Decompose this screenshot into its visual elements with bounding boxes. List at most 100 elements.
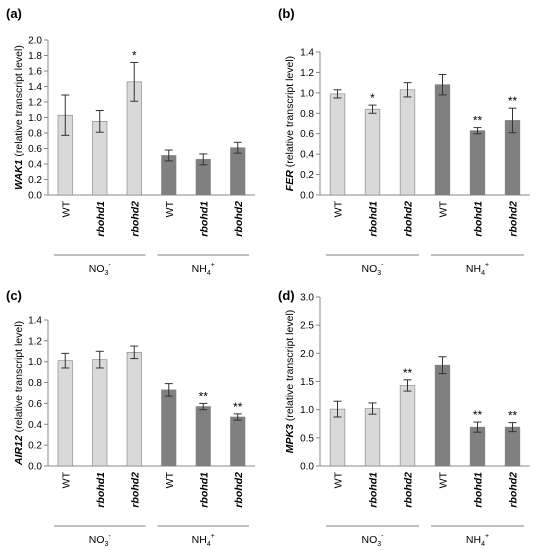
group-label: NO3- <box>89 262 112 277</box>
group-label: NH4+ <box>466 533 489 548</box>
significance-marker: ** <box>508 409 518 423</box>
y-axis-gene-name: AIR12 <box>13 435 25 466</box>
y-tick-label: 0.5 <box>300 433 314 444</box>
y-tick-label: 1.2 <box>28 336 42 347</box>
bar-1 <box>329 93 346 196</box>
category-label: rbohd1 <box>95 201 107 237</box>
group-label-base: NO <box>362 263 378 275</box>
category-label: rbohd2 <box>233 472 245 508</box>
category-label: rbohd2 <box>403 201 415 237</box>
bar-4 <box>161 389 177 467</box>
y-tick-label: 0.4 <box>28 420 42 431</box>
group-label-base: NH <box>466 263 481 275</box>
y-axis-title: WAK1 (relative transcript level) <box>13 45 25 190</box>
y-axis-title: AIR12 (relative transcript level) <box>13 321 25 466</box>
bar-2 <box>364 408 381 467</box>
significance-marker: * <box>370 91 375 105</box>
bar-6 <box>504 426 521 467</box>
bar-5 <box>195 406 211 467</box>
y-axis-unit: (relative transcript level) <box>13 321 25 435</box>
y-tick-label: 0.8 <box>300 109 314 120</box>
category-label: rbohd2 <box>129 201 141 237</box>
chart-panel-1: (a)0.00.20.40.60.81.01.21.41.61.82.0WAK1… <box>6 6 255 277</box>
category-label: WT <box>438 200 450 217</box>
group-label-superscript: + <box>485 533 489 540</box>
significance-marker: ** <box>403 366 413 380</box>
group-label-subscript: 4 <box>481 270 485 277</box>
y-tick-label: 1.6 <box>28 67 42 78</box>
y-tick-label: 1.0 <box>300 405 314 416</box>
y-tick-label: 0.6 <box>28 399 42 410</box>
y-tick-label: 0.8 <box>28 378 42 389</box>
group-label-base: NO <box>89 534 105 546</box>
bar-6 <box>230 416 246 467</box>
significance-marker: ** <box>473 114 483 128</box>
group-label-subscript: 3 <box>377 541 381 548</box>
group-label-superscript: - <box>108 533 111 540</box>
y-tick-label: 1.2 <box>28 98 42 109</box>
bar-4 <box>434 84 451 196</box>
group-label-superscript: - <box>108 262 111 269</box>
y-axis-title: MPK3 (relative transcript level) <box>284 310 296 454</box>
y-tick-label: 0.6 <box>28 144 42 155</box>
group-label-base: NH <box>192 263 207 275</box>
panel-label: (a) <box>6 6 22 21</box>
y-tick-label: 0.8 <box>28 129 42 140</box>
category-label: rbohd2 <box>233 201 245 237</box>
group-label-subscript: 3 <box>377 270 381 277</box>
category-label: WT <box>438 471 450 488</box>
y-tick-label: 2.5 <box>300 321 314 332</box>
category-label: rbohd1 <box>368 201 380 237</box>
y-tick-label: 0.2 <box>28 441 42 452</box>
y-tick-label: 0.2 <box>28 175 42 186</box>
bar-3 <box>399 89 416 196</box>
category-label: rbohd1 <box>368 472 380 508</box>
bar-2 <box>364 108 381 196</box>
y-tick-label: 2.0 <box>300 349 314 360</box>
y-tick-label: 1.0 <box>28 113 42 124</box>
y-tick-label: 0.0 <box>28 462 42 473</box>
bar-6 <box>230 147 246 196</box>
y-tick-label: 0.0 <box>300 191 314 202</box>
group-label-superscript: + <box>211 262 215 269</box>
category-label: rbohd1 <box>198 472 210 508</box>
group-label-subscript: 4 <box>207 541 211 548</box>
y-tick-label: 1.8 <box>28 51 42 62</box>
bar-5 <box>469 426 486 467</box>
category-label: WT <box>60 471 72 488</box>
group-label-superscript: + <box>485 262 489 269</box>
bar-3 <box>399 385 416 467</box>
category-label: WT <box>333 471 345 488</box>
group-label: NH4+ <box>192 533 215 548</box>
group-label-base: NH <box>192 534 207 546</box>
category-label: rbohd2 <box>403 472 415 508</box>
category-label: rbohd2 <box>508 472 520 508</box>
group-label-base: NO <box>89 263 105 275</box>
y-tick-label: 3.0 <box>300 293 314 304</box>
bar-2 <box>92 359 108 467</box>
group-label: NO3- <box>362 262 385 277</box>
category-label: WT <box>333 200 345 217</box>
group-label-superscript: - <box>381 533 384 540</box>
y-tick-label: 0.6 <box>300 129 314 140</box>
y-tick-label: 0.4 <box>28 160 42 171</box>
significance-marker: ** <box>508 94 518 108</box>
y-tick-label: 1.0 <box>300 88 314 99</box>
y-axis-gene-name: WAK1 <box>13 159 25 189</box>
y-tick-label: 1.4 <box>28 82 42 93</box>
y-tick-label: 0.0 <box>300 462 314 473</box>
bar-5 <box>469 130 486 196</box>
y-tick-label: 0.4 <box>300 150 314 161</box>
bar-1 <box>57 360 73 467</box>
group-label-superscript: + <box>211 533 215 540</box>
bar-1 <box>329 408 346 467</box>
significance-marker: * <box>132 48 137 62</box>
y-tick-label: 1.2 <box>300 68 314 79</box>
y-tick-label: 0.2 <box>300 170 314 181</box>
chart-panel-2: (b) 0.0 0.2 0.4 0.6 0.8 1.0 1.2 1.4 FER (relative… <box>278 6 530 277</box>
group-label-base: NO <box>362 534 378 546</box>
y-tick-label: 1.5 <box>300 377 314 388</box>
group-label-subscript: 3 <box>105 270 109 277</box>
